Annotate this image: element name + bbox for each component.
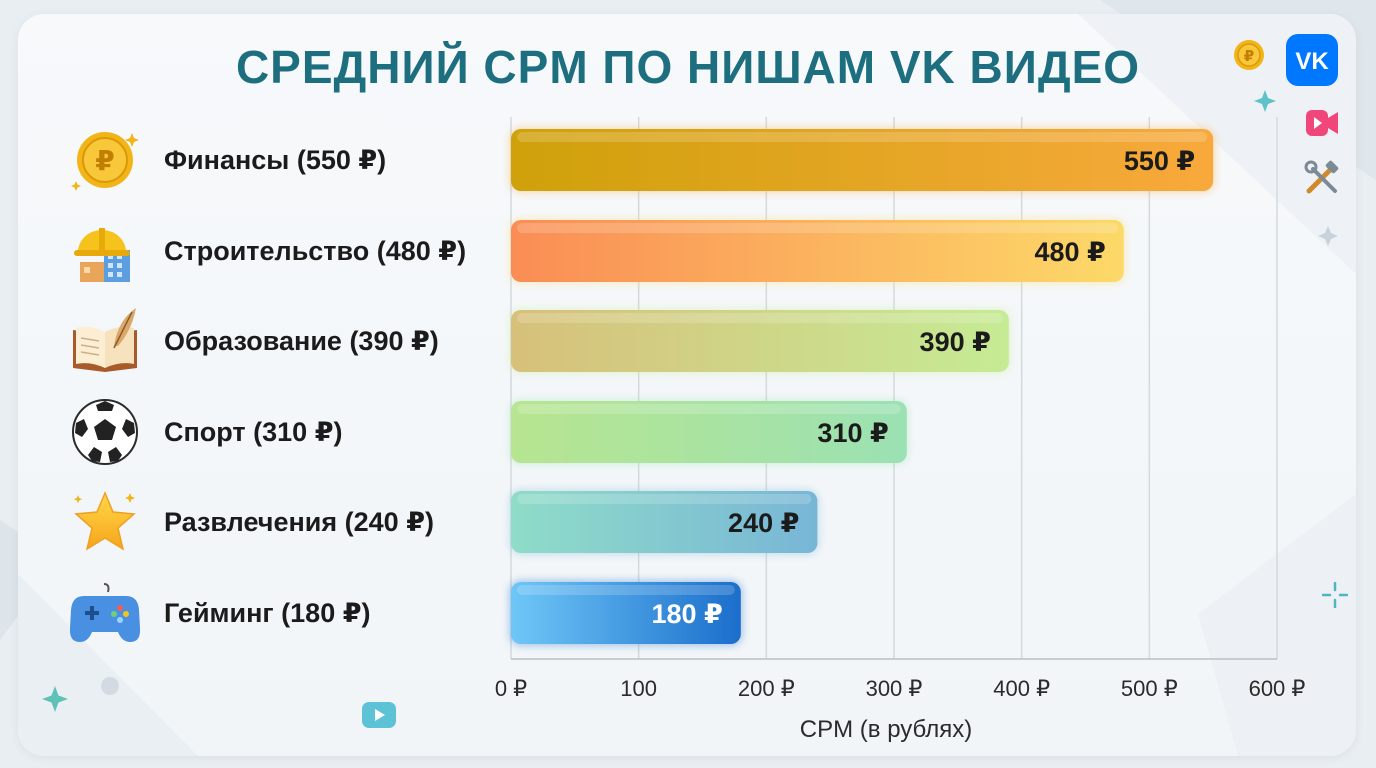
category-label: Строительство (480 ₽) [164,235,467,266]
bar-highlight [517,404,901,414]
bar-highlight [517,223,1118,233]
category-row: ₽ Финансы (550 ₽) [70,125,386,195]
sparkle-icon [42,686,68,717]
sparkle-icon [1254,90,1276,117]
ruble-coin-icon: ₽ [1230,36,1268,79]
category-row: Строительство (480 ₽) [70,216,466,286]
x-tick-label: 200 ₽ [738,676,795,701]
bar [511,582,741,644]
play-button-icon [362,702,396,733]
dot-decoration [100,676,120,701]
book-quill-icon [70,306,140,376]
bar-highlight [517,132,1208,142]
bar-value-label: 480 ₽ [1034,237,1105,267]
x-tick-label: 100 [620,676,657,701]
bar-value-label: 390 ₽ [920,327,991,357]
category-label: Гейминг (180 ₽) [164,597,371,628]
bar-value-label: 240 ₽ [728,508,799,538]
category-label: Спорт (310 ₽) [164,416,343,447]
category-row: Образование (390 ₽) [70,306,439,376]
x-tick-label: 600 ₽ [1249,676,1306,701]
x-axis-label: CPM (в рублях) [800,716,972,743]
bar [511,310,1009,372]
bar-value-label: 180 ₽ [651,599,722,629]
category-label: Финансы (550 ₽) [164,144,387,175]
gamepad-icon [70,578,140,648]
svg-text:₽: ₽ [1244,47,1254,65]
bar-highlight [517,494,812,504]
category-row: Спорт (310 ₽) [70,397,342,467]
bar [511,129,1214,191]
bar [511,491,818,553]
construction-icon [70,216,140,286]
x-tick-label: 300 ₽ [866,676,923,701]
bar [511,401,907,463]
tools-icon [1304,160,1340,201]
category-row: Гейминг (180 ₽) [70,578,371,648]
star-icon [70,487,140,557]
vk-logo-icon: VK [1286,34,1338,91]
soccer-ball-icon [70,397,140,467]
chart-title: СРЕДНИЙ CPM ПО НИШАМ VK ВИДЕО [235,41,1141,93]
sparkle-icon [1318,226,1338,251]
bar-value-label: 310 ₽ [817,418,888,448]
ruble-coin-icon: ₽ [70,125,140,195]
svg-text:VK: VK [1295,48,1329,75]
svg-text:₽: ₽ [95,144,114,177]
video-camera-icon [1306,108,1338,143]
category-label: Образование (390 ₽) [164,325,439,356]
category-label: Развлечения (240 ₽) [164,506,434,537]
category-row: Развлечения (240 ₽) [70,487,434,557]
x-tick-label: 0 ₽ [495,676,527,701]
bar [511,220,1124,282]
bar-highlight [517,313,1003,323]
x-tick-label: 400 ₽ [993,676,1050,701]
bar-highlight [517,585,735,595]
sparkle-icon [1321,581,1349,613]
bar-value-label: 550 ₽ [1124,146,1195,176]
x-tick-label: 500 ₽ [1121,676,1178,701]
